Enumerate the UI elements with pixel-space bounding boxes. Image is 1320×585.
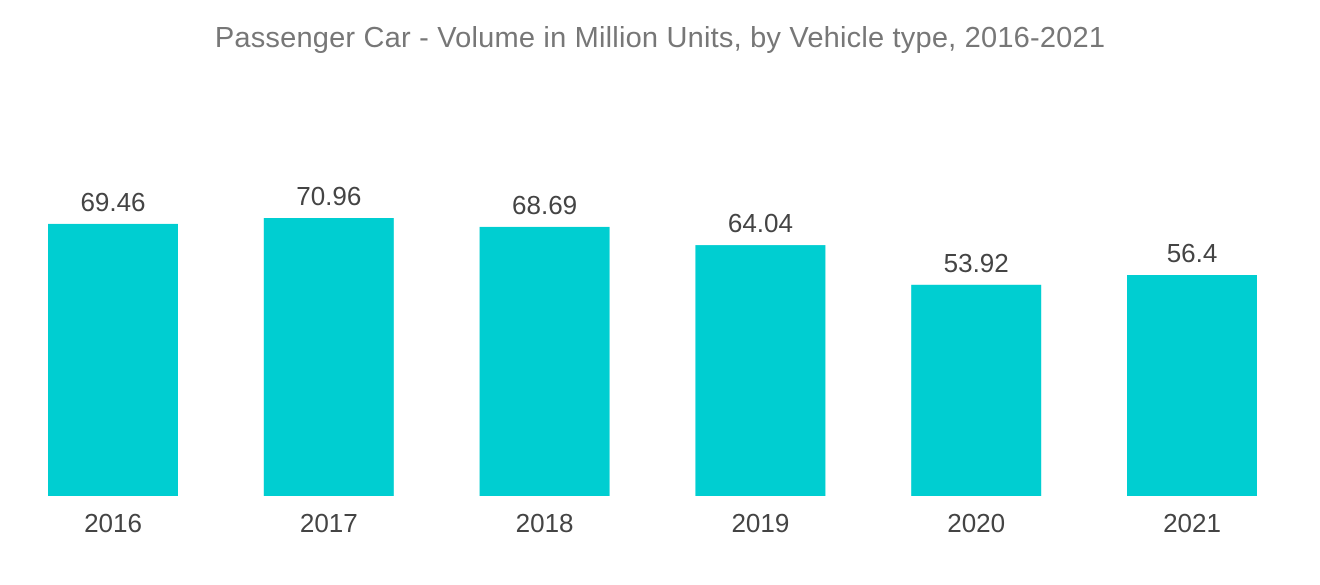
bar-2017	[263, 218, 394, 496]
data-label-2021: 56.4	[1167, 238, 1218, 268]
bars-layer	[48, 218, 1257, 496]
bar-2019	[695, 245, 826, 496]
x-tick-label-2016: 2016	[84, 508, 142, 538]
x-tick-label-2020: 2020	[947, 508, 1005, 538]
x-tick-label-2018: 2018	[516, 508, 574, 538]
bar-2018	[479, 226, 610, 496]
chart-title: Passenger Car - Volume in Million Units,…	[214, 22, 1106, 54]
data-label-2017: 70.96	[296, 181, 361, 211]
data-label-2018: 68.69	[512, 190, 577, 220]
data-label-2020: 53.92	[944, 248, 1009, 278]
x-axis-ticks: 2016 2017 2018 2019 2020 2021	[84, 508, 1221, 538]
x-tick-label-2019: 2019	[731, 508, 789, 538]
bar-2016	[48, 223, 178, 496]
x-tick-label-2021: 2021	[1163, 508, 1221, 538]
data-label-2019: 64.04	[728, 208, 793, 238]
bar-2020	[911, 284, 1042, 496]
data-labels-layer: 69.46 70.96 68.69 64.04 53.92 56.4	[80, 181, 1217, 278]
bar-2021	[1127, 275, 1257, 496]
data-label-2016: 69.46	[80, 187, 145, 217]
x-tick-label-2017: 2017	[300, 508, 358, 538]
